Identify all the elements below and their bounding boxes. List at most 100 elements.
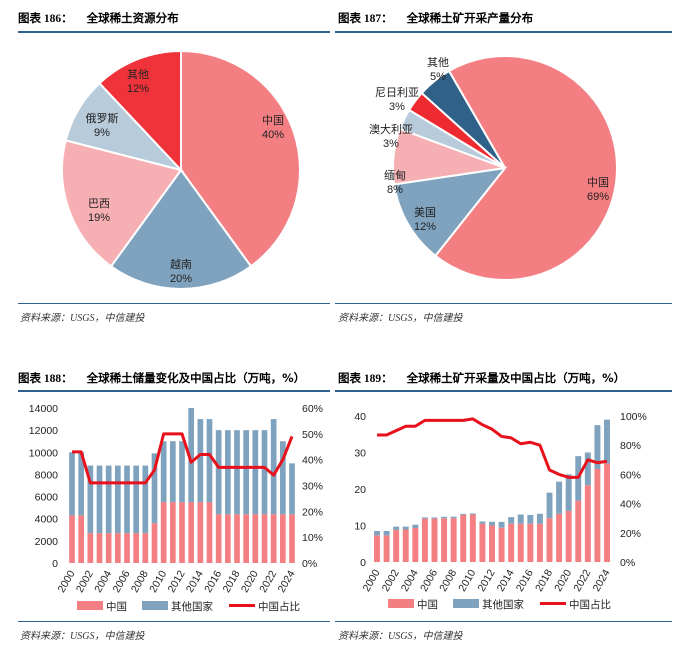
bar-中国-2005 <box>114 533 121 563</box>
bar-其他国家-2000 <box>374 530 380 536</box>
bar-其他国家-2011 <box>479 521 486 524</box>
divider <box>18 303 330 304</box>
bar-中国-2004 <box>105 533 112 563</box>
x-tick-label: 2002 <box>74 568 96 594</box>
divider <box>335 621 672 622</box>
y2-tick-label: 20% <box>620 528 641 540</box>
bar-chart: 020004000600080001000012000140000%10%20%… <box>29 403 323 613</box>
bar-中国-2020 <box>252 514 259 563</box>
figure-title: 全球稀土矿开采量及中国占比（万吨，%） <box>406 371 626 385</box>
y-tick-label: 10000 <box>29 447 58 459</box>
bar-中国-2018 <box>234 514 240 563</box>
pie-label-name: 越南 <box>170 257 192 271</box>
y-tick-label: 2000 <box>35 536 59 548</box>
pie-label-value: 5% <box>430 71 446 83</box>
pie-label-name: 中国 <box>262 114 284 127</box>
bar-其他国家-2005 <box>421 517 428 519</box>
x-tick-label: 2004 <box>92 568 114 594</box>
bar-中国-2023 <box>279 514 286 563</box>
x-tick-label: 2000 <box>56 568 78 594</box>
bar-中国-2012 <box>179 502 185 563</box>
y2-tick-label: 100% <box>620 411 647 423</box>
x-tick-label: 2024 <box>276 568 298 594</box>
y-tick-label: 30 <box>354 448 366 460</box>
bar-其他国家-2006 <box>431 517 438 519</box>
legend-label: 其他国家 <box>482 598 524 611</box>
x-tick-label: 2012 <box>166 568 188 594</box>
y2-tick-label: 50% <box>302 429 323 441</box>
pie-slice-中国 <box>434 55 618 281</box>
x-tick-label: 2006 <box>111 568 133 594</box>
x-tick-label: 2020 <box>239 568 261 594</box>
legend-label: 中国 <box>106 600 127 613</box>
bar-其他国家-2010 <box>469 513 476 515</box>
bar-中国-2002 <box>87 533 94 563</box>
bar-其他国家-2008 <box>450 516 457 519</box>
bar-中国-2021 <box>261 514 268 563</box>
bar-其他国家-2002 <box>393 526 400 530</box>
bar-其他国家-2004 <box>105 465 112 534</box>
bar-中国-2003 <box>402 529 409 562</box>
pie-slice-美国 <box>393 166 508 258</box>
y2-tick-label: 0% <box>302 558 317 570</box>
x-tick-label: 2022 <box>257 568 279 594</box>
bar-中国-2005 <box>421 518 428 562</box>
legend-label: 中国 <box>417 598 438 611</box>
y-tick-label: 40 <box>354 411 366 423</box>
y-tick-label: 12000 <box>29 425 58 437</box>
bar-中国-2010 <box>160 502 167 563</box>
pie-label-name: 尼日利亚 <box>375 86 419 99</box>
y-tick-label: 6000 <box>35 492 59 504</box>
bar-中国-2012 <box>489 525 495 562</box>
bar-其他国家-2020 <box>565 474 572 511</box>
y-tick-label: 10 <box>354 521 366 533</box>
bar-中国-2019 <box>556 513 563 562</box>
pie-label-value: 69% <box>587 191 609 203</box>
y2-tick-label: 60% <box>620 469 641 481</box>
divider <box>18 31 330 33</box>
pie-slice-其他 <box>420 69 506 169</box>
bar-其他国家-2024 <box>289 463 295 515</box>
bar-其他国家-2013 <box>498 521 505 528</box>
bar-其他国家-2009 <box>151 453 158 524</box>
pie-slice-巴西 <box>61 139 183 268</box>
pie-label-name: 其他 <box>127 68 149 81</box>
pie-label-name: 俄罗斯 <box>86 112 119 125</box>
figure-title: 全球稀土储量变化及中国占比（万吨，%） <box>86 371 306 385</box>
pie-label-name: 美国 <box>414 206 436 219</box>
pie-slice-越南 <box>109 168 253 290</box>
y2-tick-label: 40% <box>620 499 641 511</box>
bar-其他国家-2004 <box>412 524 419 529</box>
bar-中国-2021 <box>575 500 582 562</box>
chart-title-189: 图表 189： 全球稀土矿开采量及中国占比（万吨，%） <box>338 370 625 386</box>
bar-其他国家-2017 <box>536 513 543 524</box>
bar-其他国家-2017 <box>224 430 231 515</box>
bar-其他国家-2007 <box>133 465 140 534</box>
pie-label-value: 19% <box>88 212 110 224</box>
bar-中国-2007 <box>133 533 140 563</box>
figure-title: 全球稀土资源分布 <box>86 11 179 25</box>
bar-其他国家-2023 <box>594 425 601 469</box>
y2-tick-label: 0% <box>620 557 635 569</box>
bar-中国-2013 <box>188 502 195 563</box>
y2-tick-label: 30% <box>302 481 323 493</box>
x-tick-label: 2010 <box>147 568 169 594</box>
bar-其他国家-2024 <box>604 419 610 464</box>
bar-中国-2000 <box>69 515 75 563</box>
pie-label-value: 40% <box>262 129 284 141</box>
y2-tick-label: 80% <box>620 440 641 452</box>
bar-中国-2016 <box>527 523 534 562</box>
bar-其他国家-2012 <box>489 521 495 526</box>
bar-中国-2003 <box>96 533 103 563</box>
y2-tick-label: 60% <box>302 403 323 415</box>
bar-中国-2011 <box>479 523 486 562</box>
x-tick-label: 2008 <box>129 568 151 594</box>
x-tick-label: 2014 <box>495 567 517 593</box>
bar-中国-2006 <box>431 518 438 562</box>
pie-label-value: 8% <box>387 184 403 196</box>
y-tick-label: 4000 <box>35 514 59 526</box>
figure-label: 图表 188： <box>18 373 73 385</box>
pie-chart: 中国 69% 美国 12% 缅甸 8% 澳大利亚 3% 尼日利亚 3% 其他 5% <box>369 55 618 281</box>
bar-其他国家-2014 <box>508 517 515 524</box>
x-tick-label: 2010 <box>456 567 478 593</box>
